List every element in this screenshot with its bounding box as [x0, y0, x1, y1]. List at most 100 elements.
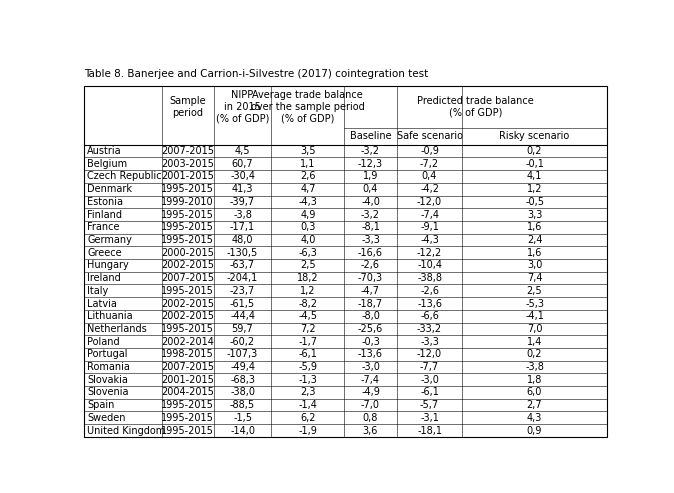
Text: -3,0: -3,0 [361, 362, 380, 372]
Text: -38,0: -38,0 [230, 387, 255, 397]
Text: -5,9: -5,9 [299, 362, 317, 372]
Text: 3,6: 3,6 [363, 425, 378, 435]
Text: 2002-2015: 2002-2015 [161, 311, 214, 321]
Text: 2003-2015: 2003-2015 [161, 159, 214, 169]
Text: -204,1: -204,1 [227, 273, 258, 283]
Text: -0,3: -0,3 [361, 337, 380, 347]
Text: -68,3: -68,3 [230, 375, 255, 385]
Text: -4,1: -4,1 [525, 311, 544, 321]
Text: Romania: Romania [88, 362, 130, 372]
Text: -4,2: -4,2 [420, 184, 439, 194]
Text: NIPP
in 2015
(% of GDP): NIPP in 2015 (% of GDP) [216, 90, 269, 124]
Text: 6,2: 6,2 [300, 413, 315, 423]
Text: -6,1: -6,1 [299, 350, 317, 359]
Text: Hungary: Hungary [88, 260, 129, 270]
Text: -12,2: -12,2 [417, 247, 442, 258]
Text: -18,1: -18,1 [417, 425, 442, 435]
Text: Greece: Greece [88, 247, 122, 258]
Text: -0,9: -0,9 [420, 146, 439, 156]
Text: 2,5: 2,5 [300, 260, 315, 270]
Text: Portugal: Portugal [88, 350, 128, 359]
Text: United Kingdom: United Kingdom [88, 425, 166, 435]
Text: 3,3: 3,3 [527, 210, 542, 219]
Text: -107,3: -107,3 [227, 350, 258, 359]
Text: -1,4: -1,4 [299, 400, 317, 410]
Text: Lithuania: Lithuania [88, 311, 133, 321]
Text: Estonia: Estonia [88, 197, 123, 207]
Text: -5,7: -5,7 [420, 400, 439, 410]
Text: -2,6: -2,6 [420, 286, 439, 296]
Text: -14,0: -14,0 [230, 425, 255, 435]
Text: 2,5: 2,5 [526, 286, 543, 296]
Text: -1,9: -1,9 [299, 425, 317, 435]
Text: Czech Republic: Czech Republic [88, 172, 162, 181]
Text: 2000-2015: 2000-2015 [161, 247, 214, 258]
Text: 2,7: 2,7 [526, 400, 543, 410]
Text: -4,0: -4,0 [361, 197, 380, 207]
Text: Slovakia: Slovakia [88, 375, 128, 385]
Text: 2,4: 2,4 [527, 235, 543, 245]
Text: -4,5: -4,5 [299, 311, 317, 321]
Text: -3,2: -3,2 [361, 210, 380, 219]
Text: Germany: Germany [88, 235, 132, 245]
Text: Average trade balance
over the sample period
(% of GDP): Average trade balance over the sample pe… [251, 90, 365, 124]
Text: 7,2: 7,2 [300, 324, 315, 334]
Text: -0,1: -0,1 [525, 159, 544, 169]
Text: 1,2: 1,2 [527, 184, 543, 194]
Text: -23,7: -23,7 [230, 286, 255, 296]
Text: -8,1: -8,1 [361, 222, 380, 232]
Text: 3,5: 3,5 [300, 146, 315, 156]
Text: 1995-2015: 1995-2015 [161, 222, 214, 232]
Text: -3,8: -3,8 [525, 362, 544, 372]
Text: -4,3: -4,3 [299, 197, 317, 207]
Text: 0,2: 0,2 [527, 146, 543, 156]
Text: Netherlands: Netherlands [88, 324, 147, 334]
Text: 1,1: 1,1 [300, 159, 315, 169]
Text: -3,3: -3,3 [420, 337, 439, 347]
Text: Predicted trade balance
(% of GDP): Predicted trade balance (% of GDP) [417, 96, 534, 118]
Text: -12,0: -12,0 [417, 197, 442, 207]
Text: 2002-2014: 2002-2014 [161, 337, 214, 347]
Text: -12,3: -12,3 [358, 159, 383, 169]
Text: -13,6: -13,6 [417, 298, 442, 309]
Text: 1998-2015: 1998-2015 [161, 350, 214, 359]
Text: Sweden: Sweden [88, 413, 126, 423]
Text: 1995-2015: 1995-2015 [161, 286, 214, 296]
Text: Spain: Spain [88, 400, 115, 410]
Text: -4,7: -4,7 [361, 286, 380, 296]
Text: Latvia: Latvia [88, 298, 117, 309]
Text: 1995-2015: 1995-2015 [161, 324, 214, 334]
Text: -12,0: -12,0 [417, 350, 442, 359]
Text: 1,2: 1,2 [300, 286, 315, 296]
Text: Belgium: Belgium [88, 159, 127, 169]
Text: 1,6: 1,6 [527, 222, 542, 232]
Text: 2002-2015: 2002-2015 [161, 298, 214, 309]
Text: 0,4: 0,4 [363, 184, 378, 194]
Text: 2004-2015: 2004-2015 [161, 387, 214, 397]
Text: -10,4: -10,4 [417, 260, 442, 270]
Text: -3,8: -3,8 [233, 210, 252, 219]
Text: Slovenia: Slovenia [88, 387, 129, 397]
Text: -2,6: -2,6 [361, 260, 380, 270]
Text: -1,7: -1,7 [299, 337, 317, 347]
Text: 4,0: 4,0 [300, 235, 315, 245]
Text: 2,6: 2,6 [300, 172, 315, 181]
Text: -18,7: -18,7 [358, 298, 383, 309]
Text: Denmark: Denmark [88, 184, 132, 194]
Text: -7,7: -7,7 [420, 362, 439, 372]
Text: 1995-2015: 1995-2015 [161, 400, 214, 410]
Text: -30,4: -30,4 [230, 172, 255, 181]
Text: -130,5: -130,5 [227, 247, 258, 258]
Text: -3,0: -3,0 [420, 375, 439, 385]
Text: -7,4: -7,4 [361, 375, 380, 385]
Text: -63,7: -63,7 [230, 260, 255, 270]
Text: 4,9: 4,9 [300, 210, 315, 219]
Text: France: France [88, 222, 120, 232]
Text: 2007-2015: 2007-2015 [161, 273, 214, 283]
Text: 18,2: 18,2 [297, 273, 319, 283]
Text: 1,9: 1,9 [363, 172, 378, 181]
Text: -3,1: -3,1 [420, 413, 439, 423]
Text: 2001-2015: 2001-2015 [161, 172, 214, 181]
Text: -70,3: -70,3 [358, 273, 383, 283]
Text: 1995-2015: 1995-2015 [161, 425, 214, 435]
